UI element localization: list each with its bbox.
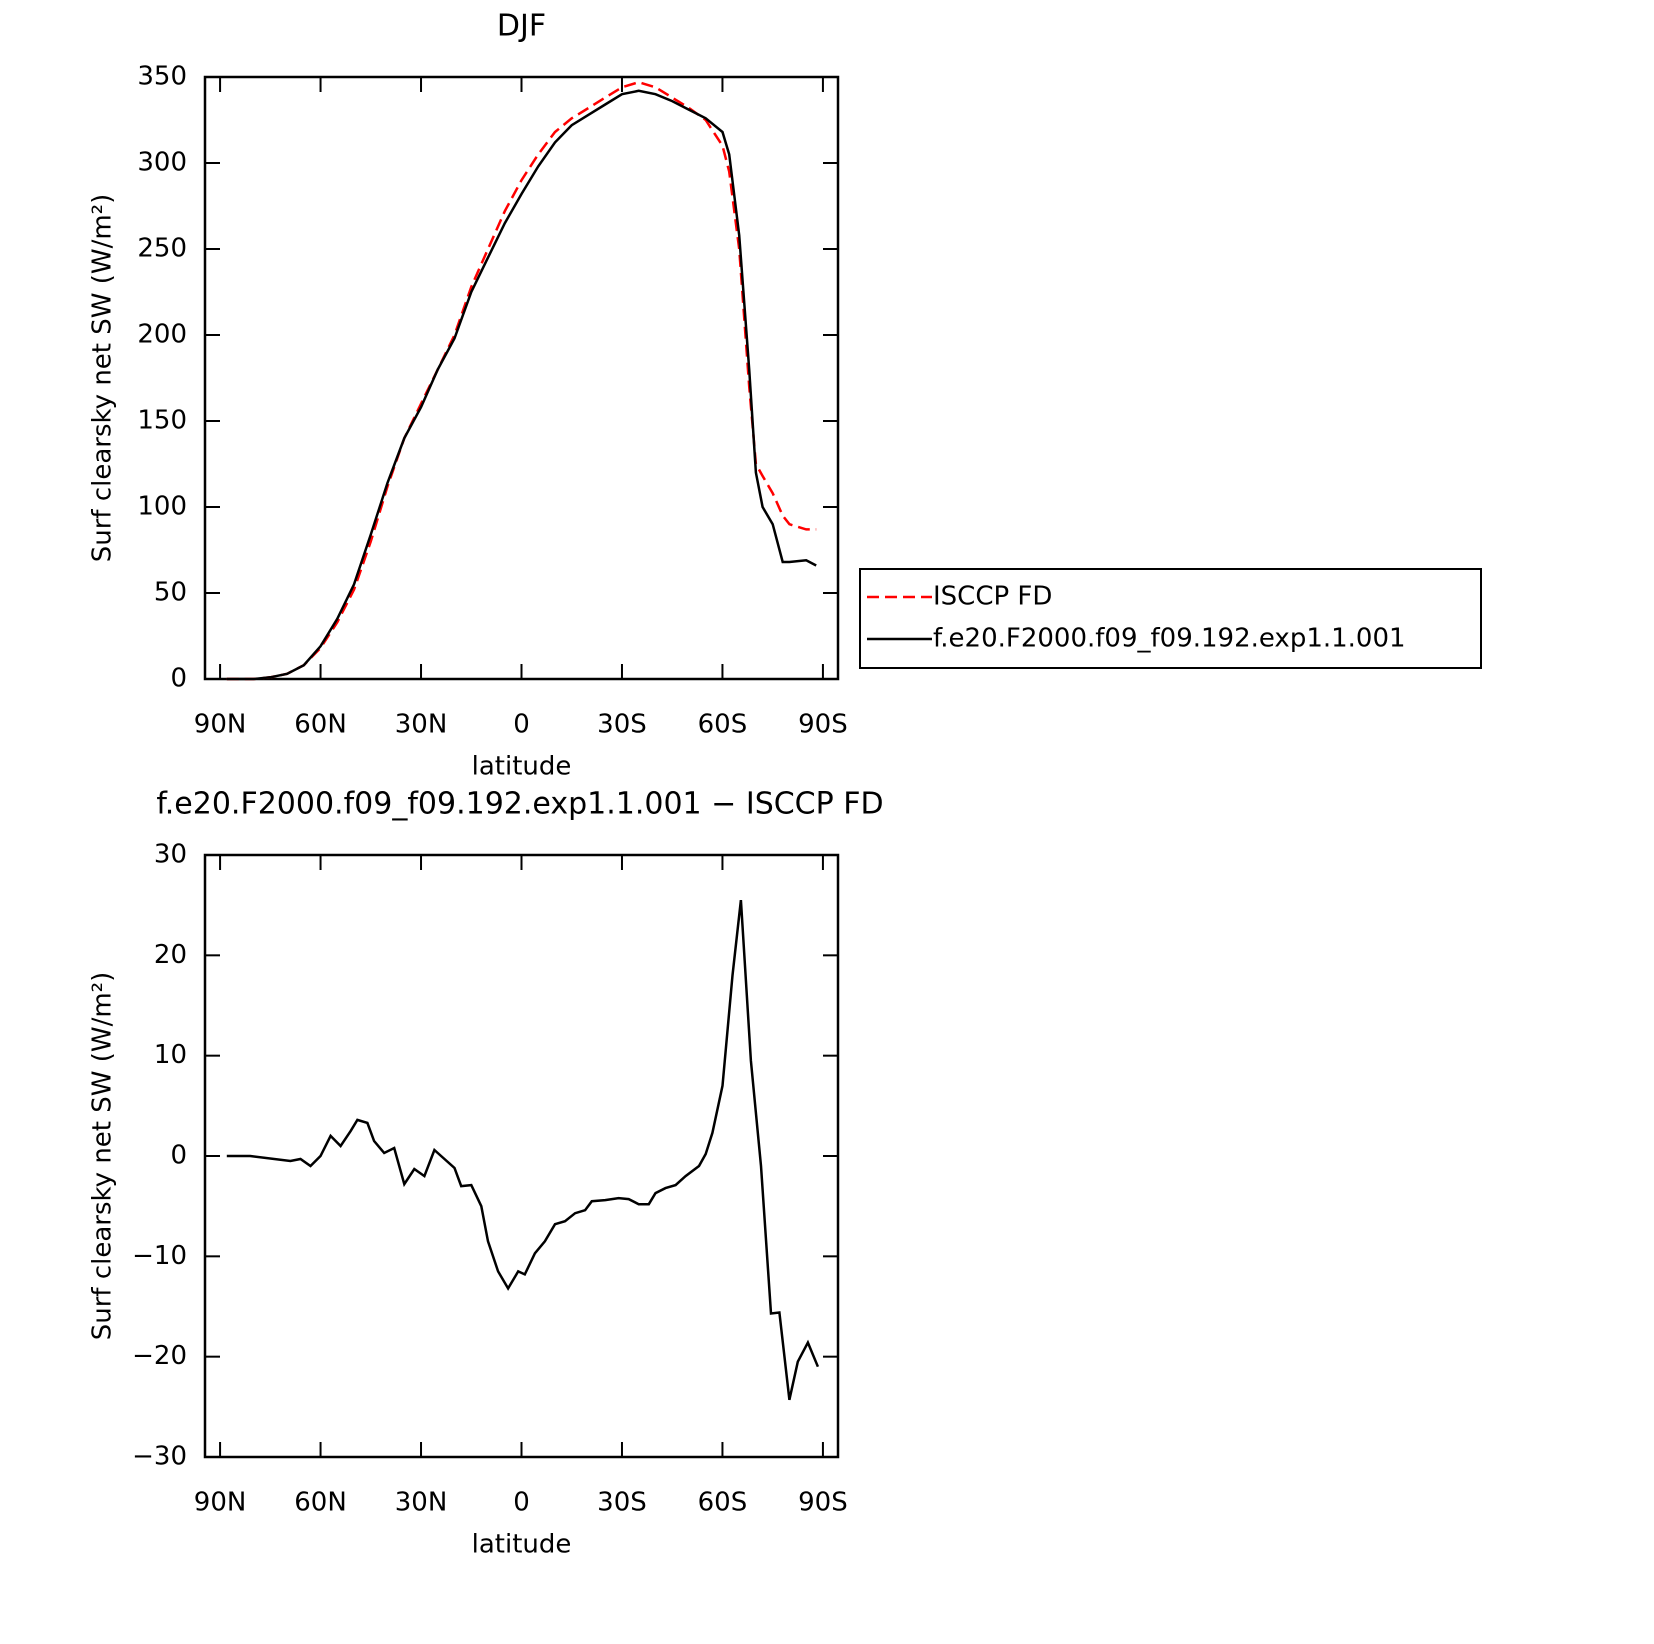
y-tick-label: 30 [154, 840, 187, 870]
x-tick-label: 60N [294, 710, 347, 740]
y-axis-label: Surf clearsky net SW (W/m²) [88, 194, 118, 562]
x-tick-label: 60N [294, 1488, 347, 1518]
x-tick-label: 90N [194, 1488, 247, 1518]
x-tick-label: 90S [798, 1488, 848, 1518]
y-tick-label: 20 [154, 940, 187, 970]
legend-label: ISCCP FD [933, 582, 1052, 612]
y-tick-label: 300 [137, 148, 187, 178]
data-line [226, 80, 817, 681]
chart: f.e20.F2000.f09_f09.192.exp1.1.001 − ISC… [88, 787, 884, 1560]
data-line [226, 89, 817, 681]
x-tick-label: 30N [395, 710, 448, 740]
y-axis-label: Surf clearsky net SW (W/m²) [88, 972, 118, 1340]
y-tick-label: 100 [137, 492, 187, 522]
x-tick-label: 30S [597, 710, 647, 740]
y-tick-label: 200 [137, 320, 187, 350]
legend-label: f.e20.F2000.f09_f09.192.exp1.1.001 [933, 624, 1406, 654]
legend: ISCCP FD f.e20.F2000.f09_f09.192.exp1.1.0… [859, 568, 1482, 669]
legend-frame [859, 568, 1482, 669]
chart-title: f.e20.F2000.f09_f09.192.exp1.1.001 − ISC… [156, 787, 883, 822]
x-tick-label: 60S [698, 710, 748, 740]
x-axis-label: latitude [472, 752, 572, 782]
y-tick-label: 10 [154, 1040, 187, 1070]
plot-frame [203, 75, 840, 681]
y-tick-label: 50 [154, 578, 187, 608]
data-line [226, 899, 820, 1401]
chart: DJF latitude Surf clearsky net SW (W/m²) 0 5… [88, 9, 1482, 782]
y-tick-label: −30 [132, 1442, 187, 1472]
x-tick-label: 0 [513, 1488, 530, 1518]
y-tick-label: −10 [132, 1241, 187, 1271]
chart-title: DJF [497, 9, 546, 44]
x-tick-label: 30S [597, 1488, 647, 1518]
y-tick-label: 150 [137, 406, 187, 436]
y-tick-label: 350 [137, 62, 187, 92]
x-tick-label: 60S [698, 1488, 748, 1518]
y-tick-label: −20 [132, 1341, 187, 1371]
x-tick-label: 90N [194, 710, 247, 740]
x-tick-label: 90S [798, 710, 848, 740]
x-axis-label: latitude [472, 1530, 572, 1560]
x-tick-label: 30N [395, 1488, 448, 1518]
plot-frame [203, 853, 840, 1459]
y-tick-label: 0 [170, 664, 187, 694]
y-tick-label: 0 [170, 1141, 187, 1171]
x-tick-label: 0 [513, 710, 530, 740]
y-tick-label: 250 [137, 234, 187, 264]
